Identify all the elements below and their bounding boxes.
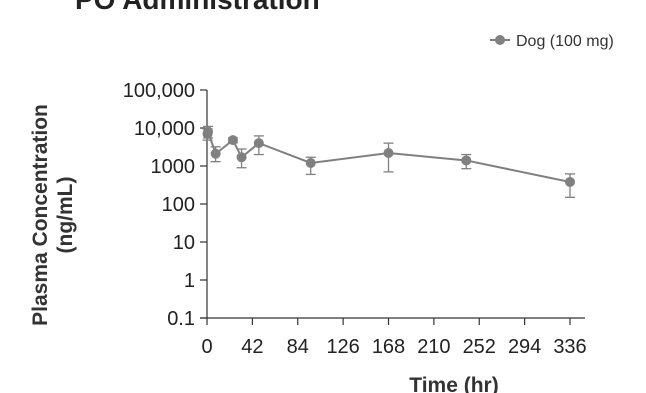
x-tick-label: 84 bbox=[287, 336, 309, 358]
data-point bbox=[384, 148, 394, 158]
x-tick-label: 336 bbox=[553, 336, 586, 358]
x-tick-label: 0 bbox=[201, 336, 212, 358]
data-point bbox=[203, 127, 213, 137]
y-tick-label: 0.1 bbox=[167, 308, 195, 330]
series-dog-100mg bbox=[203, 126, 575, 197]
series-layer bbox=[203, 126, 575, 197]
legend: Dog (100 mg) bbox=[490, 33, 614, 50]
x-tick-label: 168 bbox=[372, 336, 405, 358]
data-point bbox=[306, 158, 316, 168]
y-tick-label: 1 bbox=[184, 270, 195, 292]
x-tick-label: 42 bbox=[241, 336, 263, 358]
axes bbox=[200, 90, 585, 318]
legend-marker bbox=[495, 35, 505, 45]
y-tick-label: 100,000 bbox=[123, 80, 195, 102]
x-tick-label: 126 bbox=[326, 336, 359, 358]
x-tick-label: 210 bbox=[417, 336, 450, 358]
y-tick-label: 1000 bbox=[151, 156, 196, 178]
data-point bbox=[254, 138, 264, 148]
data-point bbox=[237, 152, 247, 162]
data-point bbox=[565, 177, 575, 187]
y-axis-label-line-2: (ng/mL) bbox=[54, 177, 77, 254]
x-tick-label: 294 bbox=[508, 336, 541, 358]
y-tick-label: 10 bbox=[173, 232, 195, 254]
data-point bbox=[228, 135, 238, 145]
chart-title: PO Administration bbox=[75, 0, 320, 15]
legend-label: Dog (100 mg) bbox=[516, 33, 614, 50]
y-axis-label: Plasma Concentration (ng/mL) bbox=[29, 104, 77, 326]
x-ticks: 0 42 84 126 168 210 252 294 336 bbox=[201, 318, 586, 358]
y-tick-label: 10,000 bbox=[134, 118, 195, 140]
x-axis-label: Time (hr) bbox=[409, 374, 498, 393]
y-ticks: 0.1 1 10 100 1000 10,000 100,000 bbox=[123, 80, 207, 330]
data-point bbox=[461, 155, 471, 165]
data-point bbox=[211, 149, 221, 159]
y-tick-label: 100 bbox=[162, 194, 195, 216]
y-axis-label-line-1: Plasma Concentration bbox=[29, 104, 52, 326]
x-tick-label: 252 bbox=[463, 336, 496, 358]
